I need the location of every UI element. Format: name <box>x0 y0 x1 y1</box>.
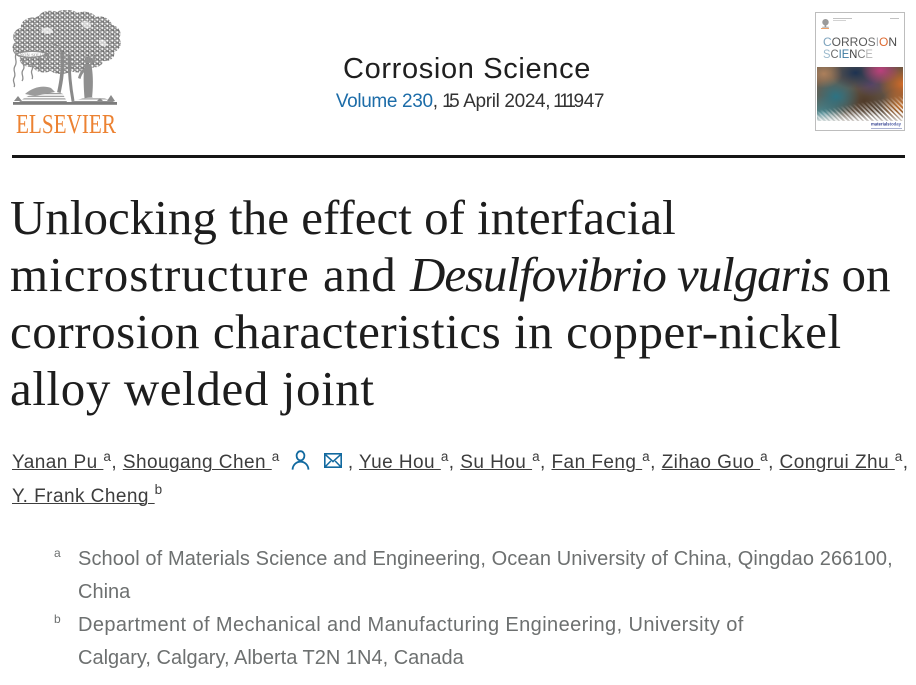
svg-text:ELSEVIER: ELSEVIER <box>16 109 116 136</box>
svg-text:NON SOLUS: NON SOLUS <box>20 53 46 58</box>
